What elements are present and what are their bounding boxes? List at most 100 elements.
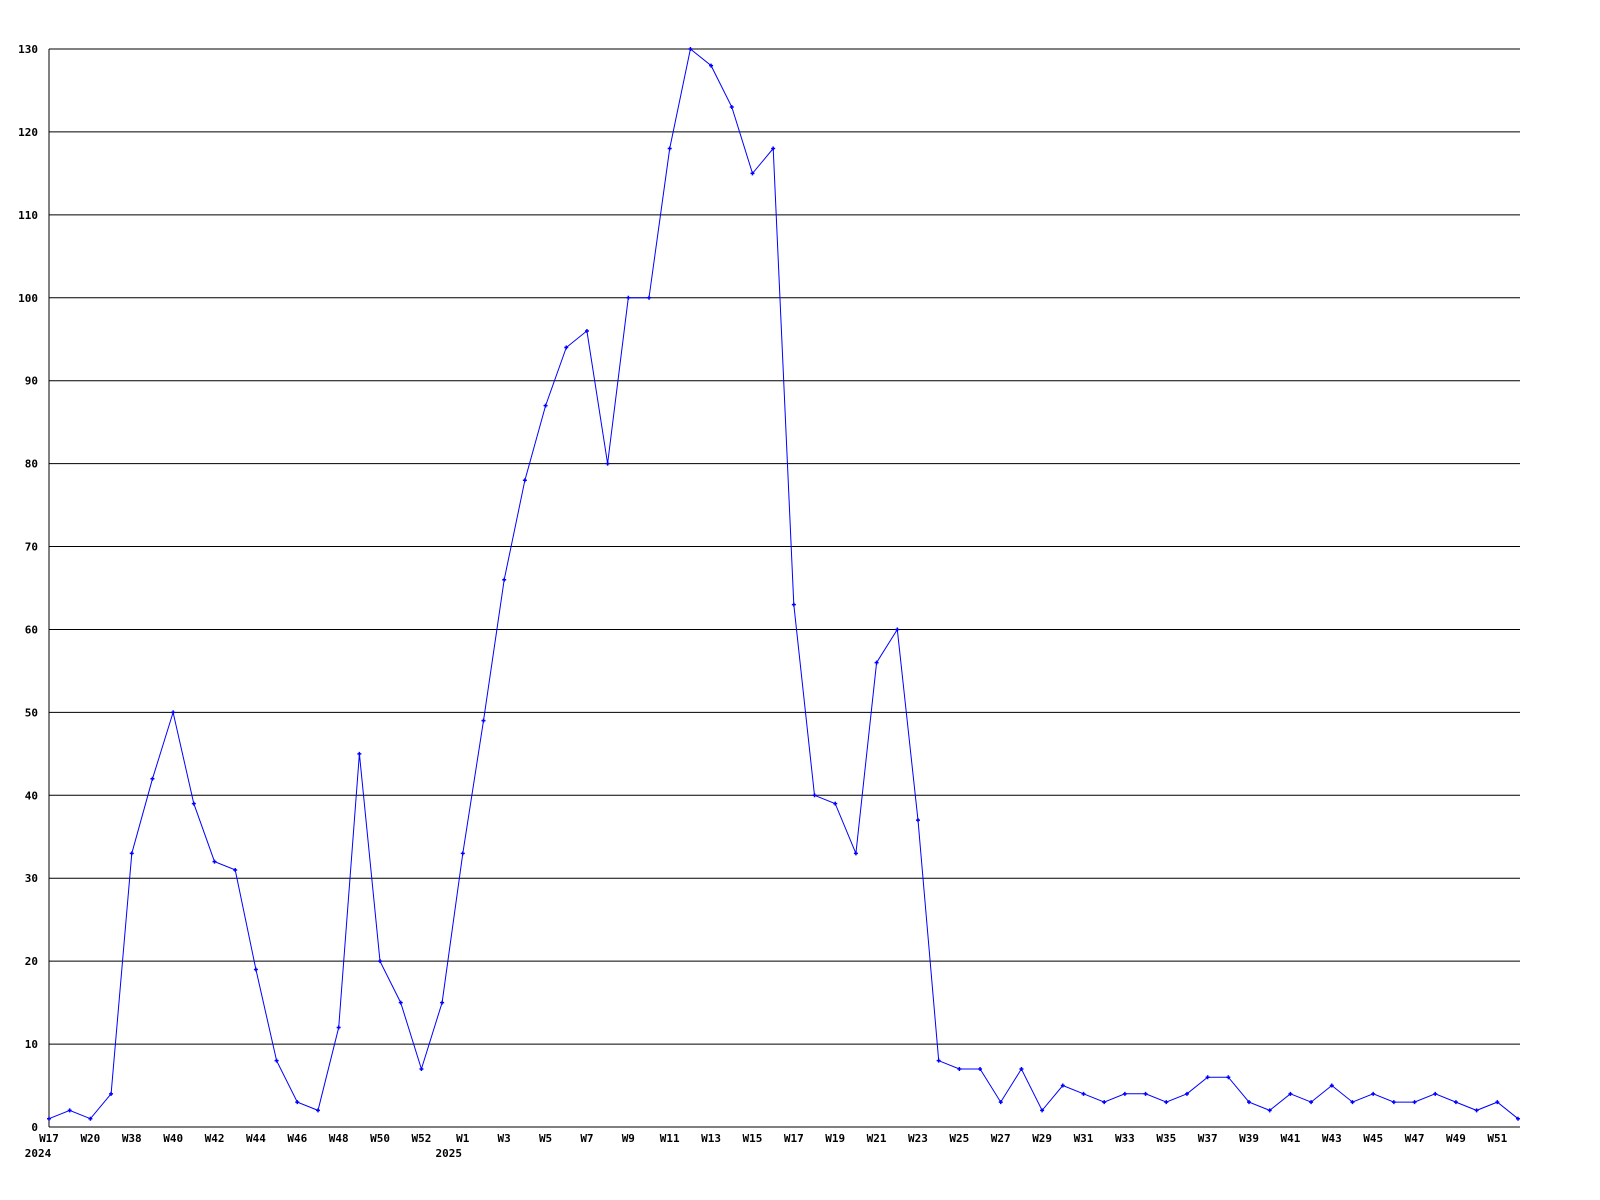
- data-point: [998, 1100, 1003, 1105]
- x-tick-label: W44: [246, 1132, 266, 1145]
- x-tick-label: W13: [701, 1132, 721, 1145]
- data-point: [1495, 1100, 1500, 1105]
- data-point: [1040, 1108, 1045, 1113]
- data-point: [853, 851, 858, 856]
- data-point: [274, 1058, 279, 1063]
- data-point: [460, 851, 465, 856]
- data-point: [978, 1066, 983, 1071]
- x-tick-label: W31: [1074, 1132, 1094, 1145]
- x-tick-label: W52: [411, 1132, 431, 1145]
- data-point: [791, 602, 796, 607]
- data-point: [253, 967, 258, 972]
- data-point: [1412, 1100, 1417, 1105]
- y-tick-label: 20: [25, 955, 38, 968]
- x-tick-label: W42: [205, 1132, 225, 1145]
- series: [47, 47, 1520, 1121]
- y-tick-label: 120: [18, 126, 38, 139]
- x-tick-label: W38: [122, 1132, 142, 1145]
- data-point: [1019, 1066, 1024, 1071]
- data-point: [47, 1116, 51, 1121]
- data-point: [1226, 1075, 1231, 1080]
- data-point: [398, 1000, 403, 1005]
- data-point: [709, 63, 714, 68]
- x-tick-label: W27: [991, 1132, 1011, 1145]
- x-tick-label: W20: [80, 1132, 100, 1145]
- data-point: [212, 859, 217, 864]
- data-point: [191, 801, 196, 806]
- x-tick-label: W51: [1487, 1132, 1507, 1145]
- x-tick-label: W19: [825, 1132, 845, 1145]
- x-tick-label: W37: [1198, 1132, 1218, 1145]
- data-point: [1329, 1083, 1334, 1088]
- x-tick-label: W25: [949, 1132, 969, 1145]
- x-tick-label: W50: [370, 1132, 390, 1145]
- x-tick-label: W1: [456, 1132, 470, 1145]
- data-point: [1143, 1091, 1148, 1096]
- data-point: [729, 105, 734, 110]
- data-point: [1247, 1100, 1252, 1105]
- y-tick-label: 100: [18, 292, 38, 305]
- data-point: [543, 403, 548, 408]
- data-point: [1391, 1100, 1396, 1105]
- data-point: [833, 801, 838, 806]
- data-point: [378, 959, 383, 964]
- data-point: [88, 1116, 93, 1121]
- data-point: [874, 660, 879, 665]
- x-tick-label: W33: [1115, 1132, 1135, 1145]
- y-tick-label: 0: [31, 1121, 38, 1134]
- x-tick-label: W35: [1156, 1132, 1176, 1145]
- data-point: [1371, 1091, 1376, 1096]
- x-tick-label: W15: [743, 1132, 763, 1145]
- data-point: [936, 1058, 941, 1063]
- data-point: [522, 478, 527, 483]
- y-tick-label: 70: [25, 541, 38, 554]
- data-point: [129, 851, 134, 856]
- data-point: [750, 171, 755, 176]
- data-point: [605, 461, 610, 466]
- x-tick-label: W39: [1239, 1132, 1259, 1145]
- data-point: [688, 47, 693, 51]
- data-point: [1081, 1091, 1086, 1096]
- data-point: [895, 627, 900, 632]
- data-point: [1184, 1091, 1189, 1096]
- data-point: [812, 793, 817, 798]
- data-point: [1267, 1108, 1272, 1113]
- y-tick-label: 50: [25, 706, 38, 719]
- y-tick-label: 80: [25, 458, 38, 471]
- x-tick-label: W49: [1446, 1132, 1466, 1145]
- data-point: [109, 1091, 114, 1096]
- data-point: [357, 751, 362, 756]
- x-tick-label: W23: [908, 1132, 928, 1145]
- data-point: [584, 328, 589, 333]
- x-tick-label: W17: [784, 1132, 804, 1145]
- data-point: [295, 1100, 300, 1105]
- year-label: 2025: [436, 1147, 463, 1160]
- data-point: [1474, 1108, 1479, 1113]
- x-tick-label: W43: [1322, 1132, 1342, 1145]
- data-point: [233, 867, 238, 872]
- x-tick-label: W46: [287, 1132, 307, 1145]
- y-tick-label: 60: [25, 623, 38, 636]
- x-tick-label: W29: [1032, 1132, 1052, 1145]
- data-point: [1453, 1100, 1458, 1105]
- data-point: [1205, 1075, 1210, 1080]
- data-point: [771, 146, 776, 151]
- data-point: [1102, 1100, 1107, 1105]
- data-point: [626, 295, 631, 300]
- x-tick-label: W7: [580, 1132, 593, 1145]
- x-tick-label: W40: [163, 1132, 183, 1145]
- y-tick-label: 10: [25, 1038, 38, 1051]
- x-tick-label: W3: [498, 1132, 511, 1145]
- data-point: [502, 577, 507, 582]
- data-point: [564, 345, 569, 350]
- data-point: [667, 146, 672, 151]
- y-tick-label: 90: [25, 375, 38, 388]
- data-point: [336, 1025, 341, 1030]
- series-line: [48, 48, 1519, 1120]
- y-tick-label: 30: [25, 872, 38, 885]
- data-point: [1164, 1100, 1169, 1105]
- data-point: [1433, 1091, 1438, 1096]
- grid-lines: [49, 48, 1520, 1045]
- x-tick-label: W17: [39, 1132, 59, 1145]
